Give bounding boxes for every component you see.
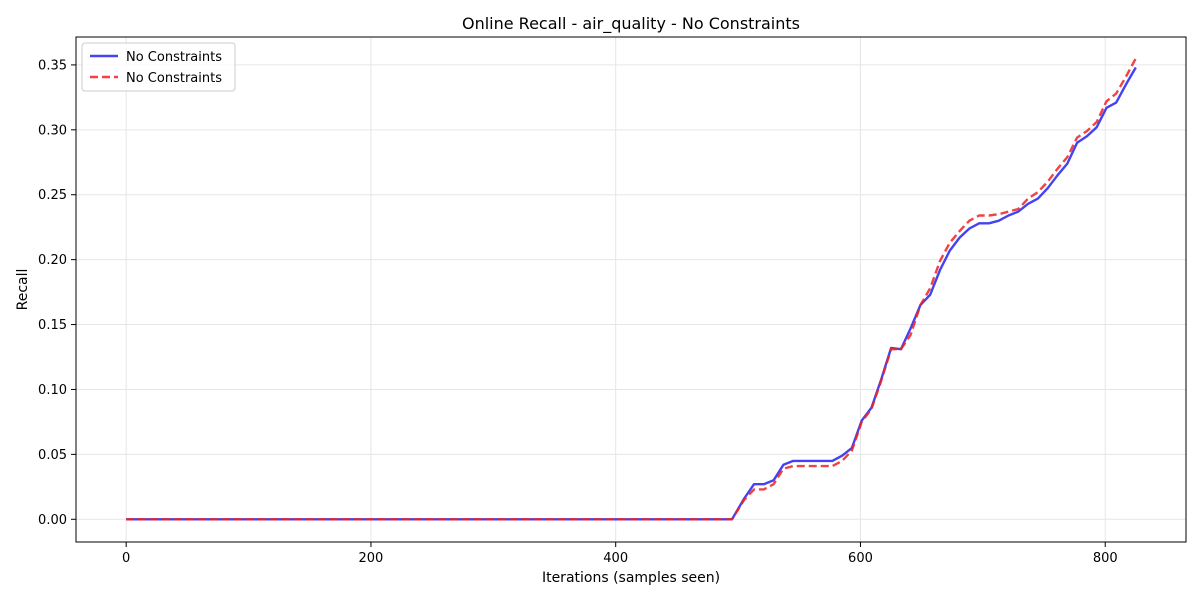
legend-label: No Constraints xyxy=(126,71,222,86)
grid xyxy=(76,37,1186,542)
x-tick-label: 400 xyxy=(603,551,628,566)
x-tick-label: 800 xyxy=(1093,551,1118,566)
y-tick-label: 0.10 xyxy=(38,383,67,398)
x-axis-label: Iterations (samples seen) xyxy=(542,570,720,586)
series-line-2 xyxy=(126,57,1137,521)
y-tick-label: 0.05 xyxy=(38,448,67,463)
y-tick-label: 0.00 xyxy=(38,513,67,528)
series-line-1 xyxy=(126,66,1137,521)
y-tick-label: 0.35 xyxy=(38,58,67,73)
chart-title: Online Recall - air_quality - No Constra… xyxy=(462,14,800,34)
y-axis-label: Recall xyxy=(15,269,31,311)
legend-label: No Constraints xyxy=(126,50,222,65)
y-tick-label: 0.30 xyxy=(38,123,67,138)
x-axis: 0 200 400 600 800 xyxy=(122,542,1118,566)
y-tick-label: 0.15 xyxy=(38,318,67,333)
x-tick-label: 600 xyxy=(848,551,873,566)
y-tick-label: 0.20 xyxy=(38,253,67,268)
legend-box xyxy=(81,42,236,92)
y-axis: 0.00 0.05 0.10 0.15 0.20 0.25 0.30 0.35 xyxy=(38,58,76,528)
series-layer xyxy=(126,57,1137,521)
plot-frame xyxy=(75,36,1187,543)
y-tick-label: 0.25 xyxy=(38,188,67,203)
x-tick-label: 200 xyxy=(359,551,384,566)
x-tick-label: 0 xyxy=(122,551,130,566)
legend: No Constraints No Constraints xyxy=(81,42,236,92)
